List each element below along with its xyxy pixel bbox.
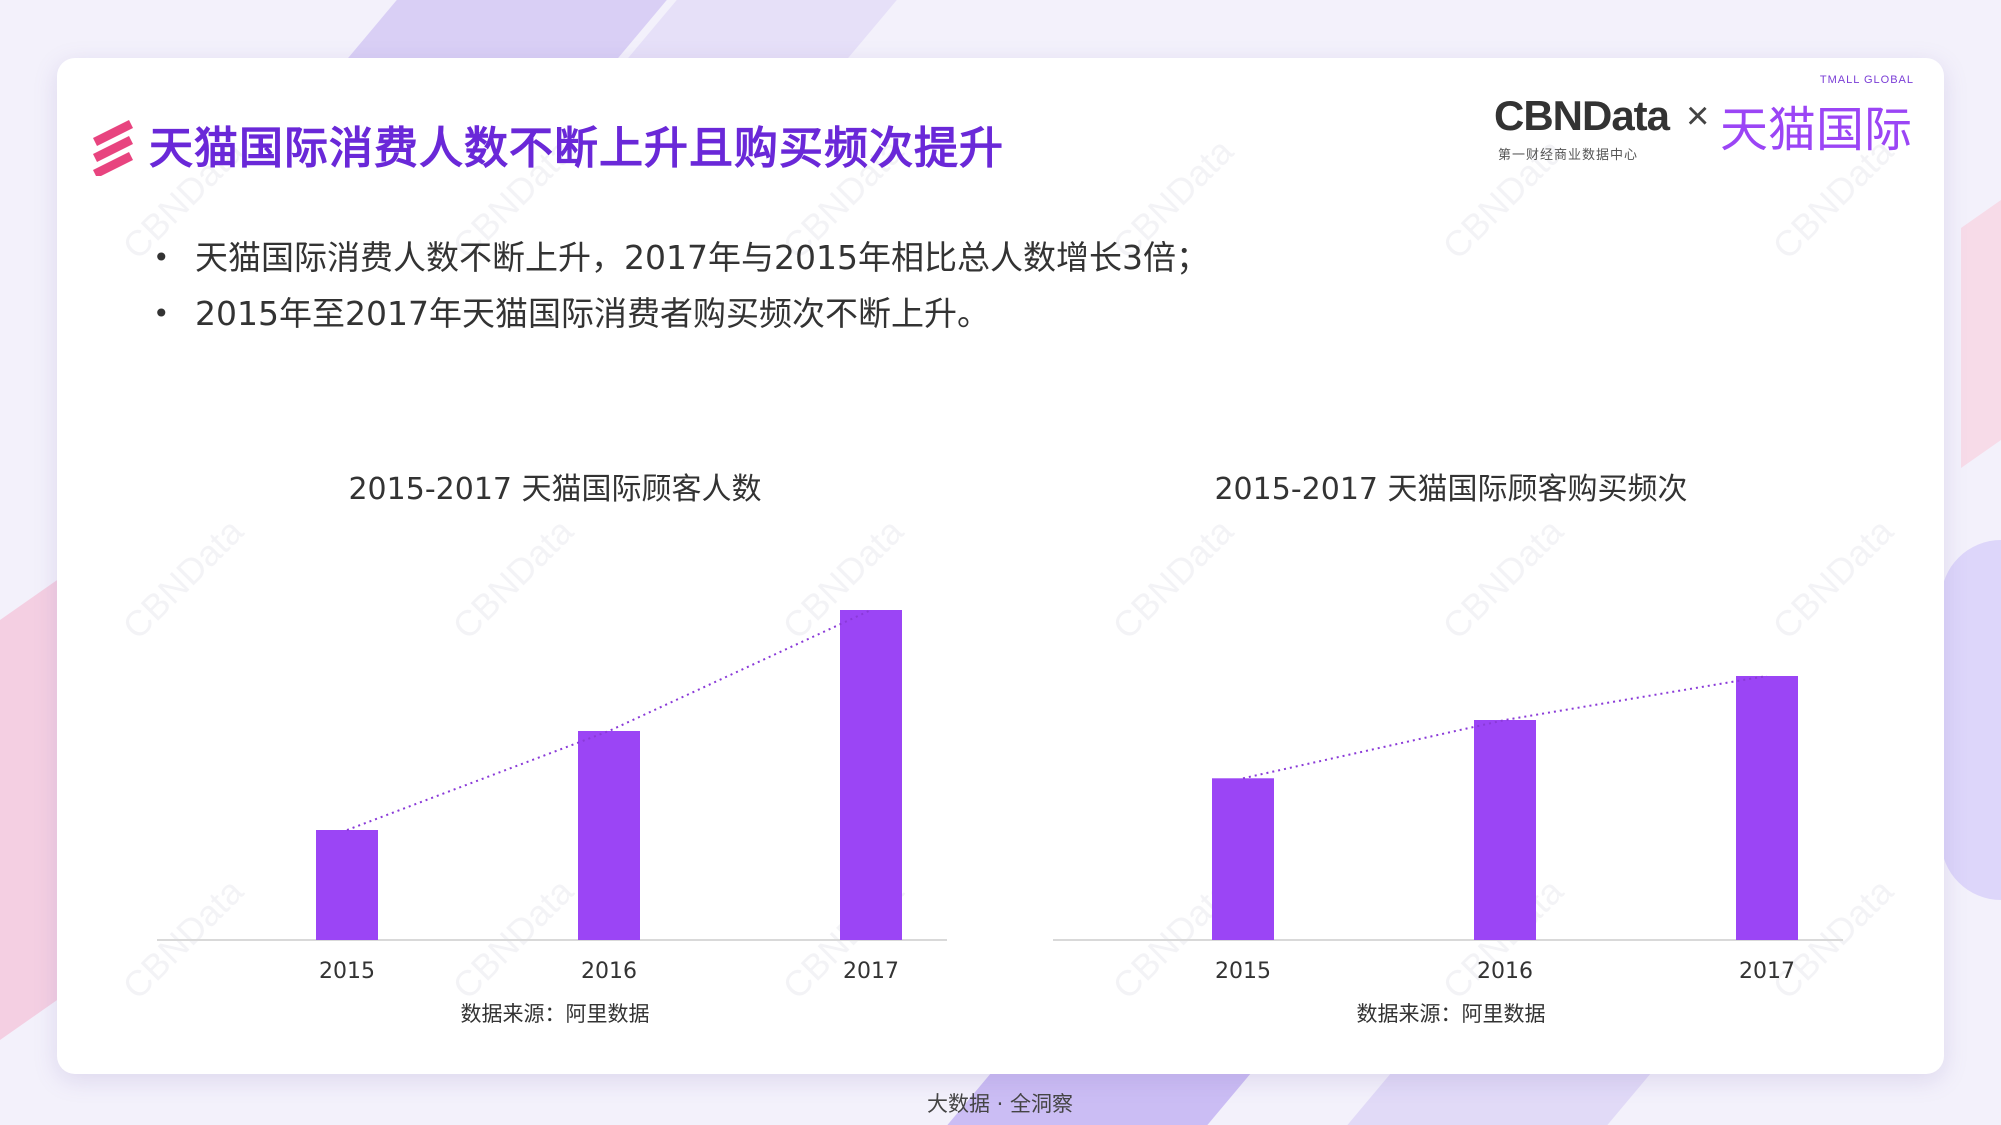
bullet-dot: • [153, 241, 170, 274]
bullet-list: • 天猫国际消费人数不断上升，2017年与2015年相比总人数增长3倍； • 201… [147, 230, 1209, 342]
page-title: 天猫国际消费人数不断上升且购买频次提升 [149, 123, 1004, 174]
tmall-global-logo-text: 天猫国际 [1720, 102, 1913, 158]
x-tick-label: 2015 [319, 959, 375, 984]
x-tick-label: 2015 [1215, 959, 1271, 984]
bullet-dot: • [153, 297, 170, 330]
x-tick-label: 2017 [843, 959, 899, 984]
chart-source-frequency: 数据来源：阿里数据 [1356, 1002, 1546, 1026]
tmall-global-logo-en: TMALL GLOBAL [1819, 74, 1914, 86]
bullet-item: • 2015年至2017年天猫国际消费者购买频次不断上升。 [147, 286, 1209, 342]
stripes-icon [93, 120, 133, 176]
x-tick-label: 2017 [1739, 959, 1795, 984]
bg-shape-right-pink [1961, 171, 2001, 469]
chart-source-customers: 数据来源：阿里数据 [460, 1002, 650, 1026]
bar-2015 [1212, 778, 1274, 940]
bullet-text: 天猫国际消费人数不断上升，2017年与2015年相比总人数增长3倍； [195, 238, 1209, 277]
bar-2017 [1736, 676, 1798, 940]
bar-2015 [316, 830, 378, 940]
brand-logo: CBNData 第一财经商业数据中心 × 天猫国际 TMALL GLOBAL [1494, 74, 1914, 174]
logo-times-sign: × [1686, 94, 1710, 138]
x-tick-label: 2016 [1477, 959, 1533, 984]
cbndata-logo-text: CBNData [1494, 92, 1670, 139]
bar-2017 [840, 610, 902, 940]
bar-2016 [1474, 720, 1536, 940]
bar-2016 [578, 731, 640, 940]
bullet-text: 2015年至2017年天猫国际消费者购买频次不断上升。 [195, 294, 990, 333]
x-tick-label: 2016 [581, 959, 637, 984]
chart-frequency: 2015 2016 2017 [1053, 675, 1843, 984]
slide-card: CBNData CBNData CBNData CBNData CBNData CBNDa… [57, 58, 1944, 1074]
bg-shape-left [0, 577, 60, 1083]
chart-customers: 2015 2016 2017 [157, 609, 947, 984]
footer-slogan: 大数据 · 全洞察 [926, 1092, 1074, 1116]
trend-line [1242, 675, 1768, 780]
bg-stripe-top-mid [626, 0, 914, 60]
bg-stripe-bottom-right [1326, 1070, 1654, 1125]
bg-shape-right [1941, 540, 2001, 900]
chart-title-customers: 2015-2017 天猫国际顾客人数 [348, 472, 762, 507]
cbndata-logo-subtitle: 第一财经商业数据中心 [1498, 148, 1639, 163]
bullet-item: • 天猫国际消费人数不断上升，2017年与2015年相比总人数增长3倍； [147, 230, 1209, 286]
chart-title-frequency: 2015-2017 天猫国际顾客购买频次 [1214, 472, 1688, 507]
